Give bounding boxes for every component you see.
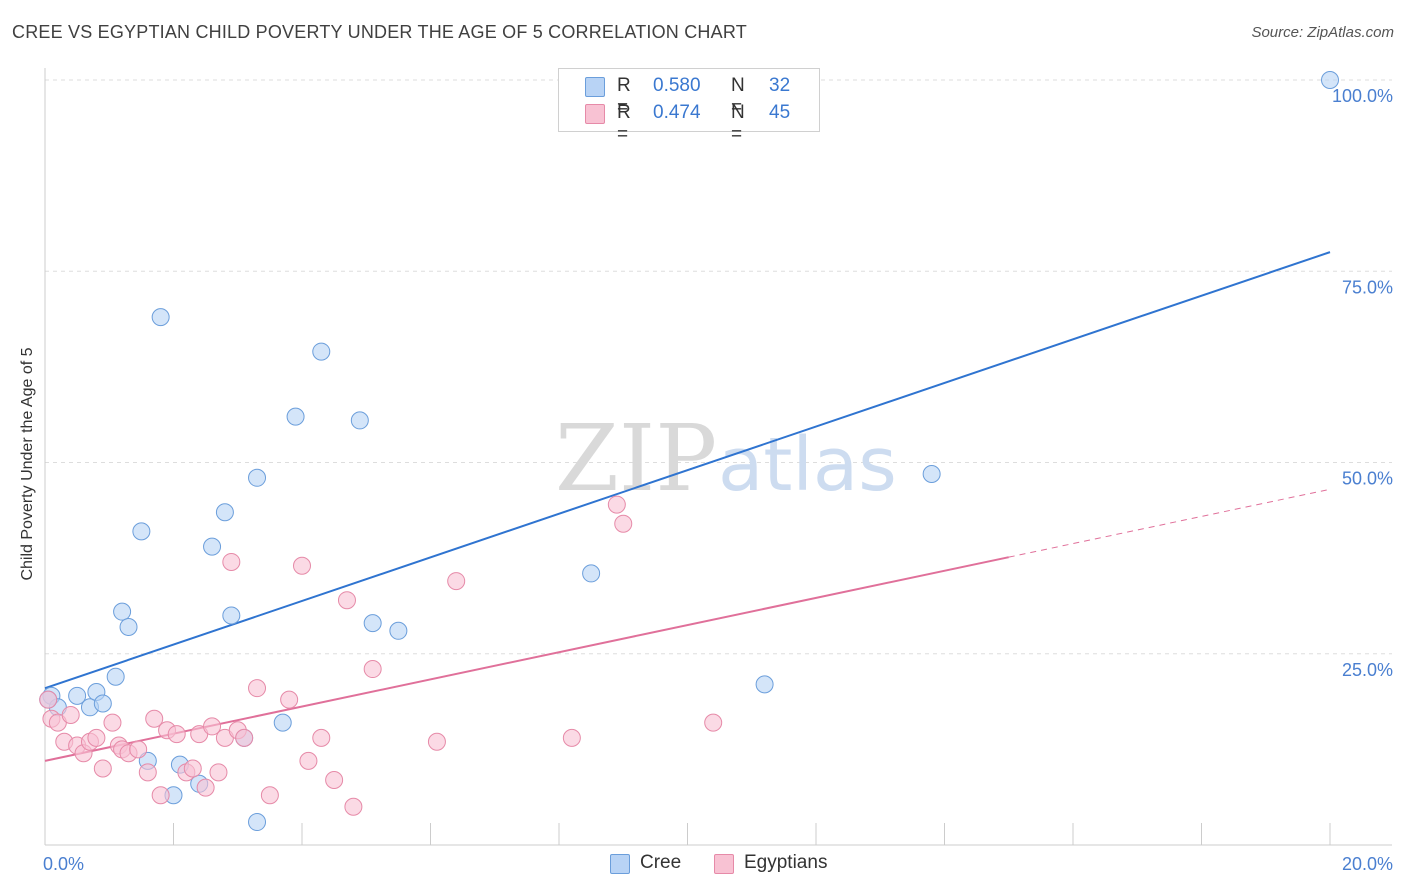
data-point-cree xyxy=(106,667,125,686)
data-point-egyptians xyxy=(447,572,466,591)
data-point-egyptians xyxy=(87,728,106,747)
data-point-egyptians xyxy=(248,679,267,698)
data-point-cree xyxy=(286,407,305,426)
data-point-egyptians xyxy=(103,713,122,732)
data-point-egyptians xyxy=(222,552,241,571)
tick-labels: 25.0% 50.0% 75.0% 100.0% 0.0% 20.0% xyxy=(43,86,1393,874)
data-point-egyptians xyxy=(704,713,723,732)
r-label: R = xyxy=(617,102,631,145)
trend-line-cree xyxy=(44,251,1331,690)
data-point-egyptians xyxy=(337,591,356,610)
data-point-cree xyxy=(1321,71,1339,89)
n-value: 45 xyxy=(769,102,791,123)
data-point-cree xyxy=(222,606,241,625)
r-value: 0.580 xyxy=(653,75,701,96)
data-point-egyptians xyxy=(325,770,344,789)
data-point-egyptians xyxy=(93,759,112,778)
trend-line-extension-egyptians xyxy=(1008,488,1331,558)
watermark-atlas: atlas xyxy=(718,422,897,508)
y-tick-label: 100.0% xyxy=(1332,86,1393,106)
data-point-egyptians xyxy=(183,759,202,778)
data-point-egyptians xyxy=(209,763,228,782)
egyptians-legend-label: Egyptians xyxy=(744,852,828,873)
data-point-cree xyxy=(248,468,267,487)
data-point-egyptians xyxy=(427,732,446,751)
data-point-egyptians xyxy=(235,728,254,747)
egyptians-legend-swatch xyxy=(714,854,734,874)
x-tick-label: 0.0% xyxy=(43,854,84,874)
data-point-egyptians xyxy=(138,763,157,782)
data-point-cree xyxy=(582,564,601,583)
data-point-egyptians xyxy=(203,717,222,736)
points-layer xyxy=(39,71,1339,832)
y-tick-label: 75.0% xyxy=(1342,277,1393,297)
data-point-egyptians xyxy=(167,725,186,744)
stats-legend: R = 0.580 N = 32 R = 0.474 N = 45 xyxy=(558,68,820,145)
n-label: N = xyxy=(731,102,745,145)
grid-layer xyxy=(45,79,1392,655)
data-point-egyptians xyxy=(145,709,164,728)
y-tick-label: 25.0% xyxy=(1342,660,1393,680)
data-point-cree xyxy=(68,686,87,705)
data-point-egyptians xyxy=(39,690,58,709)
data-point-cree xyxy=(755,675,774,694)
trend-line-egyptians xyxy=(44,556,1009,762)
data-point-egyptians xyxy=(562,728,581,747)
data-point-cree xyxy=(273,713,292,732)
y-tick-label: 50.0% xyxy=(1342,469,1393,489)
n-label: N = xyxy=(731,75,745,118)
egyptians-swatch xyxy=(585,104,605,124)
data-point-cree xyxy=(363,614,382,633)
n-value: 32 xyxy=(769,75,791,96)
data-point-cree xyxy=(113,602,132,621)
watermark-zip: ZIP xyxy=(555,405,717,512)
axes-layer xyxy=(44,68,1392,846)
cree-legend-label: Cree xyxy=(640,852,682,873)
data-point-egyptians xyxy=(61,705,80,724)
cree-legend-swatch xyxy=(610,854,630,874)
data-point-cree xyxy=(350,411,369,430)
data-point-egyptians xyxy=(344,797,363,816)
data-point-cree xyxy=(922,464,941,483)
watermark: ZIP atlas xyxy=(555,405,897,512)
data-point-cree xyxy=(132,522,151,541)
data-point-egyptians xyxy=(299,751,318,770)
cree-swatch xyxy=(585,77,605,97)
data-point-egyptians xyxy=(260,786,279,805)
source-label: Source: ZipAtlas.com xyxy=(1251,24,1394,41)
data-point-egyptians xyxy=(312,728,331,747)
data-point-cree xyxy=(389,621,408,640)
data-point-egyptians xyxy=(151,786,170,805)
data-point-cree xyxy=(93,694,112,713)
data-point-cree xyxy=(312,342,331,361)
r-value: 0.474 xyxy=(653,102,701,123)
data-point-cree xyxy=(119,617,138,636)
data-point-egyptians xyxy=(363,660,382,679)
r-label: R = xyxy=(617,75,631,118)
chart-title: CREE VS EGYPTIAN CHILD POVERTY UNDER THE… xyxy=(12,22,747,42)
data-point-egyptians xyxy=(280,690,299,709)
data-point-cree xyxy=(203,537,222,556)
data-point-egyptians xyxy=(293,556,311,575)
data-point-cree xyxy=(215,503,234,522)
data-point-egyptians xyxy=(129,740,148,759)
data-point-cree xyxy=(248,813,267,832)
data-point-cree xyxy=(151,308,170,327)
data-point-egyptians xyxy=(607,495,626,514)
data-point-egyptians xyxy=(196,778,215,797)
data-point-egyptians xyxy=(614,514,633,533)
x-tick-label: 20.0% xyxy=(1342,854,1393,874)
